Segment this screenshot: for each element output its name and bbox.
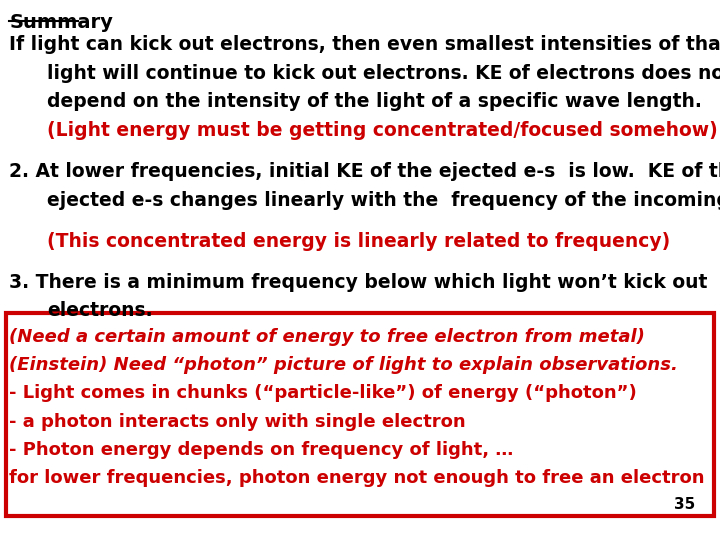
Text: (Einstein) Need “photon” picture of light to explain observations.: (Einstein) Need “photon” picture of ligh… — [9, 356, 678, 374]
Text: (Light energy must be getting concentrated/focused somehow): (Light energy must be getting concentrat… — [47, 121, 718, 140]
Text: - Photon energy depends on frequency of light, …: - Photon energy depends on frequency of … — [9, 441, 513, 458]
Text: - a photon interacts only with single electron: - a photon interacts only with single el… — [9, 413, 466, 430]
Text: electrons.: electrons. — [47, 301, 153, 320]
Text: 35: 35 — [673, 497, 695, 512]
Text: 3. There is a minimum frequency below which light won’t kick out: 3. There is a minimum frequency below wh… — [9, 273, 708, 292]
Text: (This concentrated energy is linearly related to frequency): (This concentrated energy is linearly re… — [47, 232, 670, 251]
Text: (Need a certain amount of energy to free electron from metal): (Need a certain amount of energy to free… — [9, 328, 645, 346]
Text: depend on the intensity of the light of a specific wave length.: depend on the intensity of the light of … — [47, 92, 702, 111]
Text: 2. At lower frequencies, initial KE of the ejected e-s  is low.  KE of the: 2. At lower frequencies, initial KE of t… — [9, 162, 720, 181]
Text: Summary: Summary — [9, 14, 113, 32]
Text: If light can kick out electrons, then even smallest intensities of that: If light can kick out electrons, then ev… — [9, 35, 720, 54]
Text: - Light comes in chunks (“particle-like”) of energy (“photon”): - Light comes in chunks (“particle-like”… — [9, 384, 637, 402]
Text: ejected e-s changes linearly with the  frequency of the incoming light.: ejected e-s changes linearly with the fr… — [47, 191, 720, 210]
Text: for lower frequencies, photon energy not enough to free an electron: for lower frequencies, photon energy not… — [9, 469, 705, 487]
Text: light will continue to kick out electrons. KE of electrons does not: light will continue to kick out electron… — [47, 64, 720, 83]
Bar — [6, 313, 714, 516]
